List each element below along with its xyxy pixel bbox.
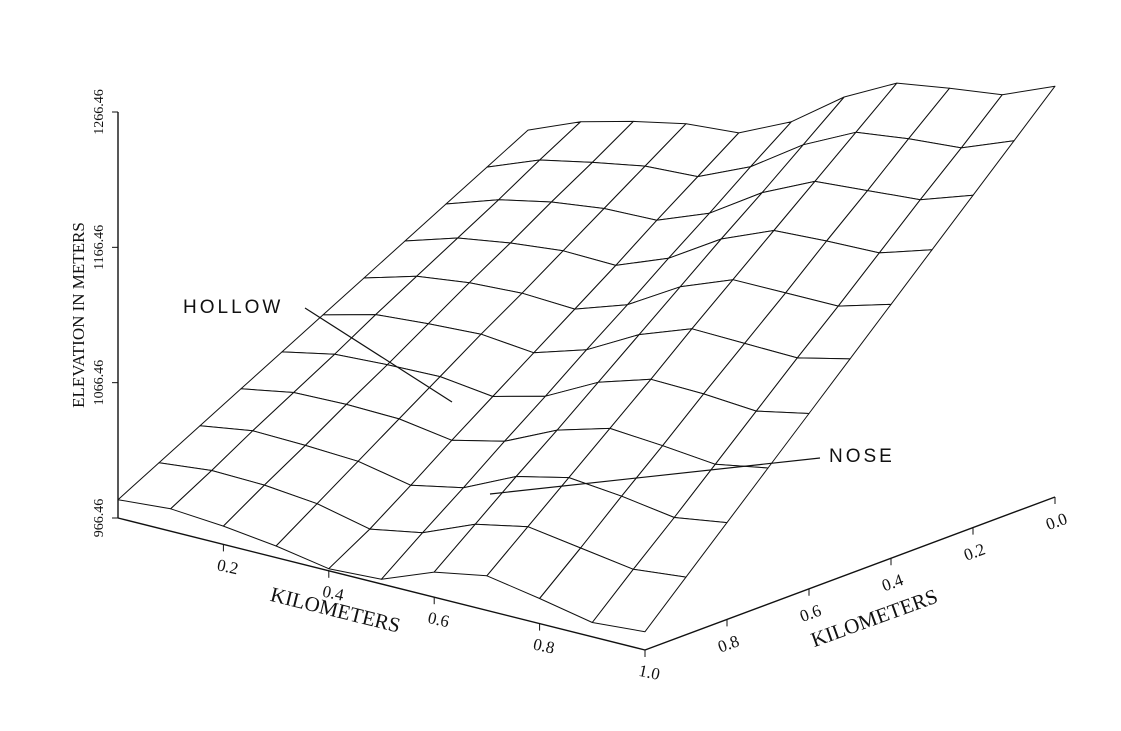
x-tick-label: 0.2: [215, 555, 240, 578]
z-tick-label: 1066.46: [92, 360, 107, 406]
z-tick-label: 966.46: [92, 499, 107, 538]
x-axis: [117, 517, 646, 651]
x-tick-label: 1.0: [637, 661, 662, 684]
y-axis: [644, 496, 1056, 651]
x-tick-label: 0.6: [426, 608, 451, 631]
label-bg: [180, 294, 300, 320]
x-tick-label: 0.8: [532, 635, 557, 658]
annotation: HOLLOW: [183, 297, 283, 318]
z-tick-label: 1266.46: [92, 89, 107, 135]
z-tick-label: 1166.46: [92, 225, 107, 270]
z-axis-title: ELEVATION IN METERS: [69, 222, 88, 408]
surface-cell: [591, 568, 687, 633]
leader-line: [489, 457, 821, 495]
annotation: NOSE: [829, 446, 895, 467]
surface: [117, 82, 1056, 633]
leader-line: [304, 307, 453, 403]
x-tick-label: 0.4: [321, 582, 346, 605]
